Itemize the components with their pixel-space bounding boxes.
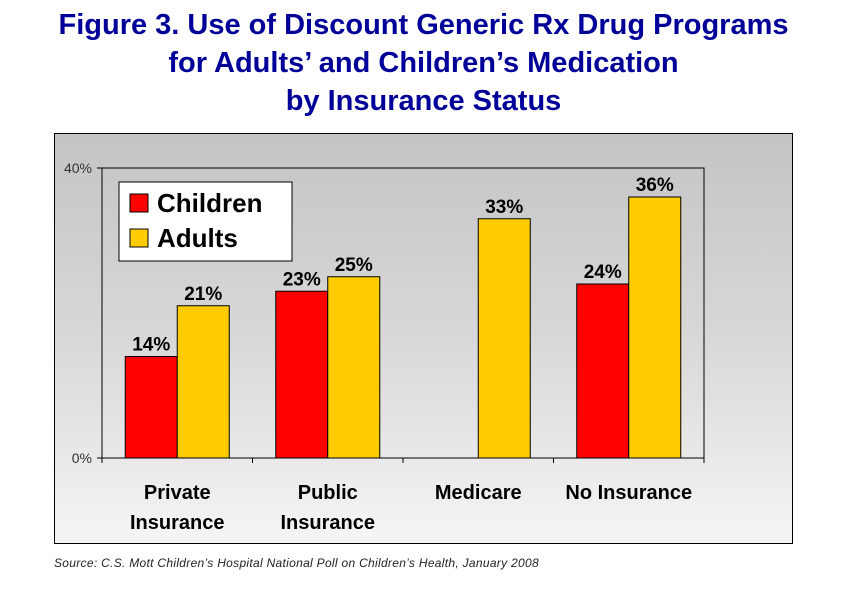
y-tick-label: 40% (64, 160, 92, 176)
bar-children (275, 290, 329, 459)
x-category-label: Public (298, 482, 358, 504)
source-note: Source: C.S. Mott Children’s Hospital Na… (54, 556, 539, 570)
title-line-3: by Insurance Status (285, 85, 562, 117)
data-label: 25% (335, 255, 373, 276)
x-category-label: Medicare (435, 482, 522, 504)
y-tick-label: 0% (72, 450, 92, 466)
bar-adults (176, 305, 230, 459)
data-label: 33% (485, 197, 523, 218)
legend-swatch-children (129, 193, 149, 213)
bar-children (124, 356, 178, 459)
title-line-1: Figure 3. Use of Discount Generic Rx Dru… (58, 9, 789, 41)
data-label: 23% (283, 269, 321, 290)
legend-label-children: Children (157, 188, 262, 218)
bar-children (576, 283, 630, 459)
legend-label-adults: Adults (157, 223, 238, 253)
chart-title: Figure 3. Use of Discount Generic Rx Dru… (0, 6, 847, 120)
legend-swatch-adults (129, 228, 149, 248)
title-line-2: for Adults’ and Children’s Medication (168, 47, 679, 79)
data-label: 24% (584, 262, 622, 283)
x-category-label: No Insurance (565, 482, 692, 504)
data-label: 21% (184, 284, 222, 305)
bar-adults (327, 276, 381, 459)
bar-adults (628, 196, 682, 459)
x-category-label: Insurance (281, 512, 375, 534)
data-label: 36% (636, 175, 674, 196)
bar-adults (477, 218, 531, 459)
x-category-label: Private (144, 482, 211, 504)
data-label: 14% (132, 335, 170, 356)
x-category-label: Insurance (130, 512, 224, 534)
